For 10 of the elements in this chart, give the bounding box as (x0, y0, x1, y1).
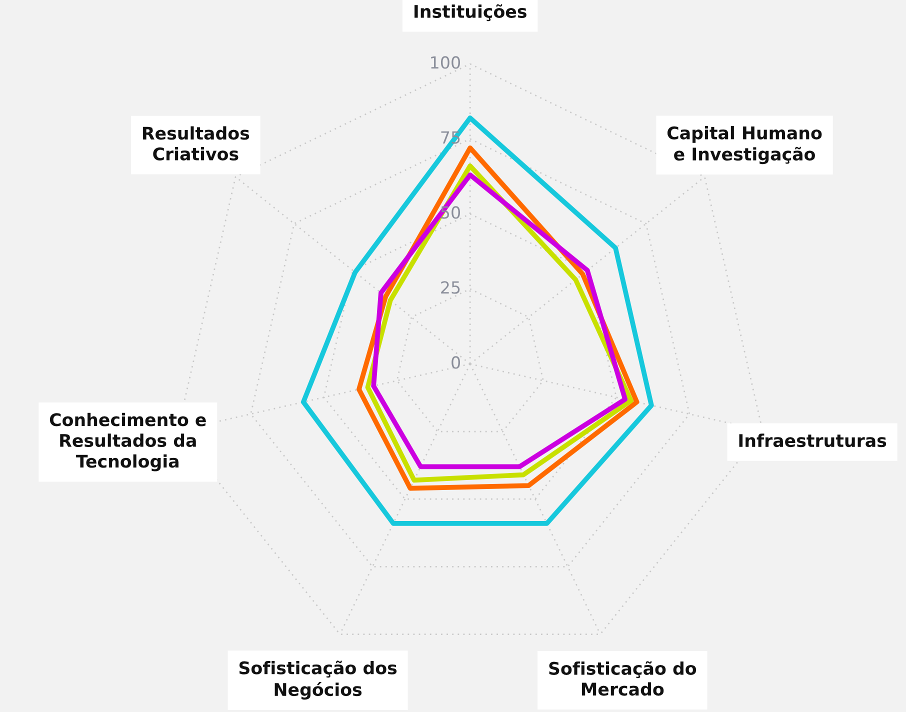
spoke-label: Sofisticação dos Negócios (239, 660, 397, 700)
spoke-label: Capital Humano e Investigação (667, 126, 822, 164)
y-tick-label: 0 (452, 356, 460, 369)
spoke-label: Instituições (414, 4, 526, 22)
y-tick-label: 25 (441, 281, 460, 294)
spoke-label: Sofisticação do Mercado (549, 661, 696, 696)
spoke-label: Infraestruturas (739, 434, 886, 448)
spoke-label: Conhecimento e Resultados da Tecnologia (50, 412, 206, 472)
y-tick-label: 100 (431, 56, 460, 69)
spoke-label: Resultados Criativos (143, 126, 250, 160)
